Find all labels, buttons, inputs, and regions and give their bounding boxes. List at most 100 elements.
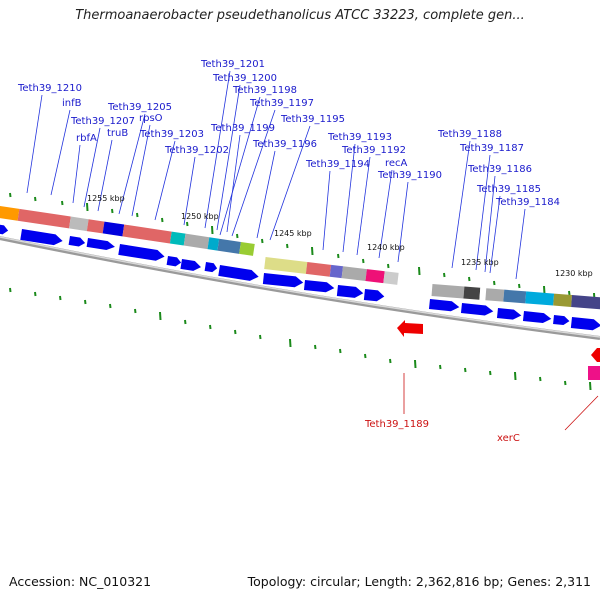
gene-arrow-teth39-1189[interactable] — [397, 320, 423, 337]
tick-mark — [489, 370, 492, 376]
gene-label-teth39-1202[interactable]: Teth39_1202 — [164, 145, 229, 156]
gene-label-teth39-1207[interactable]: Teth39_1207 — [70, 116, 135, 127]
gene-label-teth39-1199[interactable]: Teth39_1199 — [210, 123, 275, 134]
leader-line-reverse — [564, 395, 599, 431]
tick-mark — [9, 192, 12, 198]
leader-line — [154, 140, 176, 221]
gene-arrow-forward[interactable] — [262, 273, 304, 288]
gene-arrow-forward[interactable] — [336, 285, 364, 299]
leader-line — [131, 124, 151, 217]
gene-arrow-xerc-1[interactable] — [591, 348, 600, 362]
gene-label-rbfa[interactable]: rbfA — [76, 133, 97, 144]
tick-mark — [111, 208, 114, 214]
tick-mark — [389, 358, 392, 364]
scale-label: 1255 kbp — [87, 194, 125, 203]
tick-mark — [184, 319, 187, 325]
tick-mark — [539, 376, 542, 382]
tick-mark — [564, 380, 567, 386]
genome-backbone — [0, 235, 600, 340]
leader-line — [256, 150, 276, 239]
gene-label-teth39-1195[interactable]: Teth39_1195 — [280, 114, 345, 125]
tick-mark — [261, 238, 264, 244]
scale-label: 1235 kbp — [461, 258, 499, 267]
gene-arrow-forward[interactable] — [570, 317, 600, 331]
tick-mark — [109, 303, 112, 309]
leader-line — [183, 156, 196, 226]
forward-genes[interactable] — [0, 224, 600, 331]
gene-arrow-forward[interactable] — [166, 256, 182, 267]
gene-arrow-forward[interactable] — [553, 315, 570, 326]
scale-label: 1230 kbp — [555, 269, 593, 278]
gene-label-xerc[interactable]: xerC — [497, 433, 520, 444]
tick-mark — [464, 367, 467, 373]
gene-arrow-forward[interactable] — [204, 262, 218, 273]
gene-label-teth39-1188[interactable]: Teth39_1188 — [437, 129, 502, 140]
gene-arrow-forward[interactable] — [118, 244, 165, 262]
leader-line — [204, 70, 231, 229]
tick-mark — [286, 243, 289, 249]
leader-line — [118, 113, 146, 215]
gene-arrow-forward[interactable] — [20, 229, 63, 246]
gene-label-infb[interactable]: infB — [62, 98, 82, 109]
gene-arrow-forward[interactable] — [218, 265, 259, 282]
gene-label-teth39-1187[interactable]: Teth39_1187 — [459, 143, 524, 154]
tick-marks — [9, 192, 596, 391]
gene-label-teth39-1190[interactable]: Teth39_1190 — [377, 170, 442, 181]
leader-line — [231, 109, 276, 237]
gene-arrow-forward[interactable] — [496, 308, 522, 320]
gene-label-reca[interactable]: recA — [385, 158, 408, 169]
gene-arrow-forward[interactable] — [180, 259, 201, 272]
gene-arrow-forward[interactable] — [363, 289, 385, 302]
gene-arrow-forward[interactable] — [86, 238, 116, 251]
leader-line — [216, 84, 241, 231]
gene-label-teth39-1194[interactable]: Teth39_1194 — [305, 159, 370, 170]
tick-mark — [61, 200, 64, 206]
gene-arrow-forward[interactable] — [522, 311, 552, 324]
tick-mark — [468, 276, 471, 282]
scale-labels: 1255 kbp 1250 kbp 1245 kbp 1240 kbp 1235 kbp… — [87, 194, 593, 278]
gene-label-teth39-1189[interactable]: Teth39_1189 — [364, 419, 429, 430]
gene-label-rpso[interactable]: rpsO — [139, 113, 163, 124]
leader-line — [342, 143, 356, 253]
gene-label-teth39-1198[interactable]: Teth39_1198 — [232, 85, 297, 96]
gene-arrow-forward[interactable] — [0, 224, 9, 235]
feature-bars — [0, 205, 600, 310]
leader-line — [356, 156, 371, 256]
leader-line — [72, 144, 81, 204]
tick-mark — [9, 287, 12, 293]
leader-line — [226, 134, 241, 233]
leader-line — [83, 127, 101, 208]
tick-mark — [136, 212, 139, 218]
tick-mark — [414, 359, 417, 369]
gene-label-teth39-1193[interactable]: Teth39_1193 — [327, 132, 392, 143]
gene-label-teth39-1184[interactable]: Teth39_1184 — [495, 197, 560, 208]
gene-label-trub[interactable]: truB — [107, 128, 128, 139]
tick-mark — [259, 334, 262, 340]
tick-mark — [418, 266, 421, 276]
gene-arrow-forward[interactable] — [428, 299, 460, 312]
gene-label-teth39-1210[interactable]: Teth39_1210 — [17, 83, 82, 94]
gene-label-teth39-1192[interactable]: Teth39_1192 — [341, 145, 406, 156]
gene-label-teth39-1185[interactable]: Teth39_1185 — [476, 184, 541, 195]
gene-label-teth39-1197[interactable]: Teth39_1197 — [249, 98, 314, 109]
gene-label-teth39-1200[interactable]: Teth39_1200 — [212, 73, 277, 84]
gene-arrow-forward[interactable] — [460, 303, 494, 316]
map-title: Thermoanaerobacter pseudethanolicus ATCC… — [75, 8, 525, 23]
reverse-genes[interactable] — [397, 320, 600, 380]
tick-mark — [209, 324, 212, 330]
gene-label-teth39-1201[interactable]: Teth39_1201 — [200, 59, 265, 70]
gene-arrow-forward[interactable] — [303, 280, 335, 293]
leader-line — [219, 96, 261, 236]
leader-line — [269, 125, 311, 241]
tick-mark — [314, 344, 317, 350]
tick-mark — [439, 364, 442, 370]
gene-arrow-forward[interactable] — [68, 236, 86, 247]
gene-label-teth39-1205[interactable]: Teth39_1205 — [107, 102, 172, 113]
gene-label-teth39-1186[interactable]: Teth39_1186 — [467, 164, 532, 175]
tick-mark — [443, 272, 446, 278]
gene-label-teth39-1196[interactable]: Teth39_1196 — [252, 139, 317, 150]
gene-arrow-xerc-2[interactable] — [588, 366, 600, 380]
gene-label-teth39-1203[interactable]: Teth39_1203 — [139, 129, 204, 140]
